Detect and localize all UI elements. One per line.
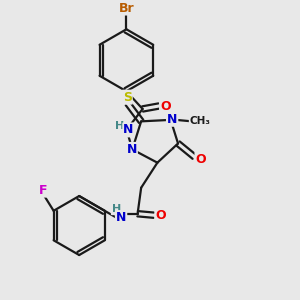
Text: O: O xyxy=(155,209,166,222)
Text: O: O xyxy=(195,153,206,166)
Text: N: N xyxy=(167,113,177,126)
Text: N: N xyxy=(127,143,137,156)
Text: Br: Br xyxy=(118,2,134,14)
Text: S: S xyxy=(123,91,132,104)
Text: F: F xyxy=(39,184,47,196)
Text: H: H xyxy=(115,121,124,131)
Text: N: N xyxy=(123,123,134,136)
Text: N: N xyxy=(116,211,126,224)
Text: O: O xyxy=(160,100,171,112)
Text: CH₃: CH₃ xyxy=(190,116,211,126)
Text: H: H xyxy=(112,204,121,214)
